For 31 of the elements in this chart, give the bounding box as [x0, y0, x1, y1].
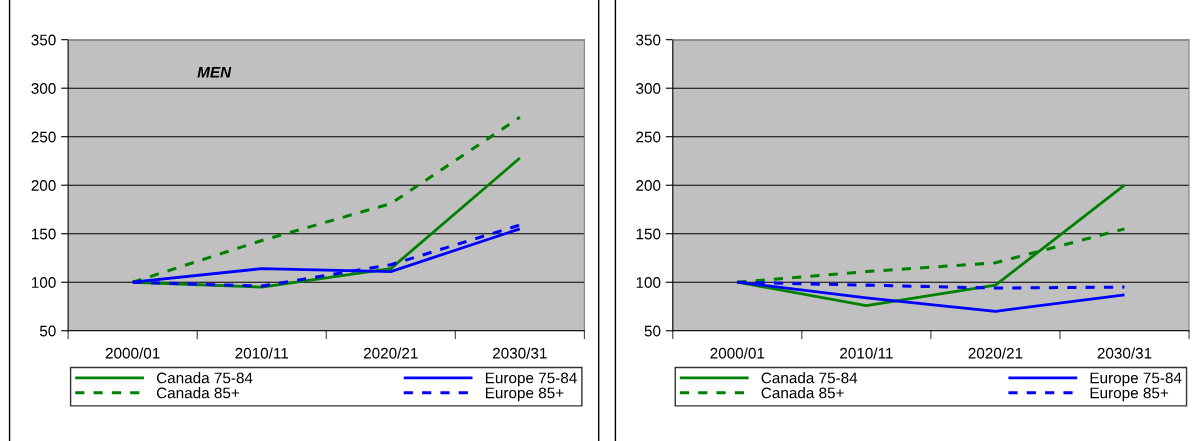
x-tick-label: 2030/31 [1097, 347, 1152, 359]
y-tick-label: 200 [636, 180, 661, 191]
legend-label: Canada 75-84 [761, 372, 858, 384]
x-tick-label: 2000/01 [105, 347, 160, 359]
y-tick-label: 150 [636, 228, 661, 240]
annotation: MEN [197, 67, 232, 78]
y-tick-label: 150 [31, 228, 56, 240]
x-tick-label: 2030/31 [492, 347, 547, 359]
legend-label: Canada 85+ [156, 387, 240, 399]
y-tick-label: 100 [31, 277, 56, 288]
y-tick-label: 250 [31, 131, 56, 143]
y-tick-label: 300 [31, 83, 56, 94]
x-tick-label: 2020/21 [968, 347, 1023, 359]
x-tick-label: 2000/01 [710, 347, 765, 359]
y-tick-label: 50 [644, 325, 661, 337]
y-tick-label: 250 [636, 131, 661, 143]
y-tick-label: 350 [31, 34, 56, 46]
x-tick-label: 2010/11 [235, 347, 289, 359]
legend-label: Europe 85+ [1090, 387, 1169, 402]
y-tick-label: 300 [636, 83, 661, 94]
x-tick-label: 2020/21 [363, 347, 418, 359]
legend-label: Europe 85+ [485, 387, 564, 402]
legend-label: Europe 75-84 [1090, 372, 1182, 387]
y-tick-label: 100 [636, 277, 661, 288]
y-tick-label: 350 [636, 34, 661, 46]
legend-label: Canada 85+ [761, 387, 844, 399]
y-tick-label: 50 [39, 325, 56, 337]
x-tick-label: 2010/11 [840, 347, 893, 359]
legend-label: Europe 75-84 [485, 372, 577, 387]
y-tick-label: 200 [31, 180, 56, 191]
legend-label: Canada 75-84 [156, 372, 253, 384]
